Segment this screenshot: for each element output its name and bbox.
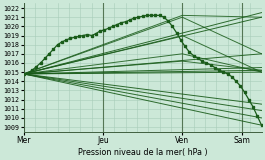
X-axis label: Pression niveau de la mer( hPa ): Pression niveau de la mer( hPa ) xyxy=(78,148,207,156)
